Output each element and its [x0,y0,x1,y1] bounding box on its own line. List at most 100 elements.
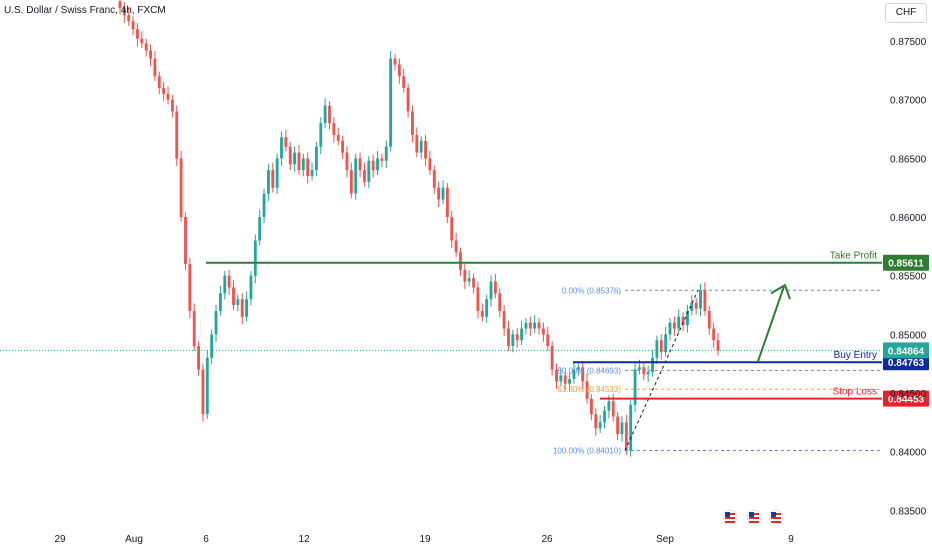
candle [520,321,523,345]
candle-body [275,158,279,188]
flag-canton [771,512,776,517]
candle [620,416,624,442]
candle [223,271,227,300]
candle [568,372,572,392]
candle-body [328,105,331,124]
candle-body [703,289,707,311]
price-tick-label: 0.87500 [890,37,927,48]
candle-body [122,8,126,16]
candle [616,411,620,441]
candle [245,291,249,322]
candle-body [336,134,340,141]
candle [371,154,375,178]
price-tick-label: 0.84500 [890,389,927,400]
candle-body [559,375,563,382]
candle [131,16,135,36]
candle-body [266,170,270,194]
flag-stripe [725,517,735,519]
candle-body [376,158,379,171]
candle [690,295,694,316]
candle-body [681,316,685,326]
candle [341,136,345,159]
candle [140,31,144,49]
time-tick-label: 6 [203,534,209,545]
candle-body [380,158,384,161]
candle [280,131,283,166]
price-tick-label: 0.85000 [890,330,927,341]
take-profit-price-tag: 0.85611 [883,254,929,271]
candle-body [341,140,345,153]
candle-body [166,93,170,100]
price-tag-background [883,342,929,359]
price-tag-text: 0.84864 [888,346,925,357]
us-flag-event-icon[interactable] [768,509,784,525]
fib-level-label: 61.80% (0.84533) [557,385,621,394]
candle-body [415,134,419,153]
candle [376,150,379,175]
candle [358,152,362,178]
candle-body [655,340,659,358]
candle [144,38,148,57]
candle [467,270,471,287]
candle-body [524,322,528,329]
candle [240,293,244,325]
candle [380,153,384,167]
candle-body [371,160,375,171]
current-price-tag: 0.84864 [883,342,929,359]
candle-body [581,367,585,382]
currency-button[interactable]: CHF [885,3,927,23]
candle [411,105,414,143]
us-flag-event-icon[interactable] [746,509,762,525]
candle-body [153,58,157,77]
candle-body [170,99,174,112]
candle-body [411,111,414,135]
candle [651,350,654,377]
time-tick-label: 26 [541,534,553,545]
candle-body [201,369,205,415]
candle-body [127,15,131,22]
candle-body [402,76,406,88]
candle-body [646,371,650,375]
candle-body [188,264,192,311]
candle-body [397,64,401,77]
candle-body [406,88,410,112]
candle [293,146,297,172]
price-tag-text: 0.84453 [888,395,925,406]
candle [284,129,288,152]
economic-events [722,509,784,525]
candle [162,81,166,102]
candle [589,394,593,421]
candle-body [712,328,716,341]
candle [393,53,397,71]
candle-body [659,340,663,352]
candle-body [677,316,681,329]
candle [306,152,310,184]
candle-body [245,299,249,317]
candle [157,71,161,95]
candle-body [214,310,218,335]
price-tag-text: 0.84763 [888,358,925,369]
candle-body [354,158,358,194]
candle-body [568,378,572,384]
candle [175,105,179,166]
candle-body [363,170,366,182]
candle [275,153,279,194]
candle [188,257,192,319]
candle-body [157,76,161,88]
candle-body [197,346,200,370]
price-tag-text: 0.85611 [888,259,924,270]
price-tick-label: 0.86500 [890,154,927,165]
candle-body [232,287,235,306]
candle-body [419,140,423,153]
candle [633,363,637,413]
candle [367,156,371,188]
candle [511,329,515,353]
candle-body [441,187,445,200]
us-flag-event-icon[interactable] [722,509,738,525]
candle [406,83,410,118]
candle [677,309,681,334]
candle-body [262,193,266,218]
candle [686,304,689,333]
candle-body [205,357,209,415]
